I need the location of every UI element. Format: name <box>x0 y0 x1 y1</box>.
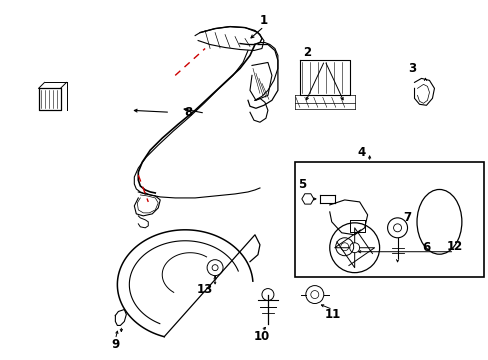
Text: 8: 8 <box>183 106 192 119</box>
Text: 7: 7 <box>403 211 411 224</box>
Text: 13: 13 <box>197 283 213 296</box>
Text: 5: 5 <box>297 179 305 192</box>
Text: 1: 1 <box>259 14 267 27</box>
Bar <box>294 162 483 276</box>
Text: 9: 9 <box>111 338 119 351</box>
Text: 6: 6 <box>422 241 430 254</box>
Text: 10: 10 <box>253 330 269 343</box>
Circle shape <box>212 265 218 271</box>
Text: 11: 11 <box>324 308 340 321</box>
Text: 2: 2 <box>302 46 310 59</box>
Text: 3: 3 <box>407 62 416 75</box>
Text: 12: 12 <box>446 240 462 253</box>
Text: 4: 4 <box>357 145 365 159</box>
